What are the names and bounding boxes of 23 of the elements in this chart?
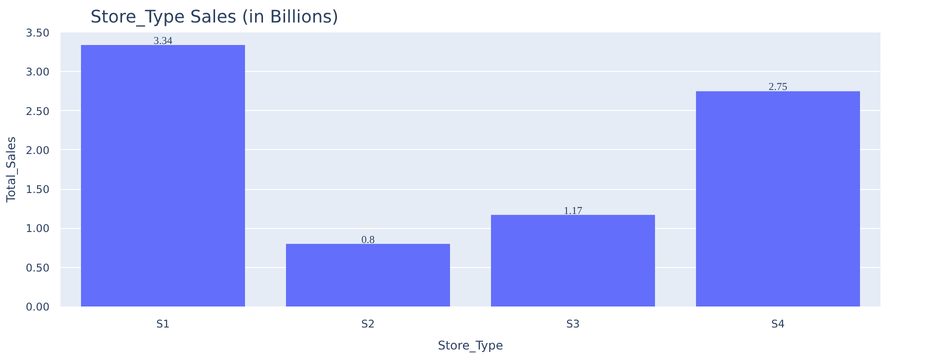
y-tick-label: 3.00 <box>26 66 50 79</box>
data-label: 1.17 <box>564 206 583 217</box>
x-tick-label: S2 <box>361 318 375 330</box>
y-tick-label: 1.50 <box>26 183 50 196</box>
y-tick-label: 2.50 <box>26 104 50 118</box>
data-label: 2.75 <box>768 82 788 94</box>
y-tick-label: 0.00 <box>26 300 50 314</box>
x-tick-label: S1 <box>156 318 170 330</box>
y-tick-label: 3.50 <box>26 26 50 40</box>
bar <box>491 214 655 306</box>
y-tick-label: 1.00 <box>26 222 50 236</box>
y-axis-title: Total_Sales <box>4 136 18 204</box>
y-tick-label: 2.00 <box>26 144 50 157</box>
bar <box>286 244 450 306</box>
data-label: 0.8 <box>361 234 375 246</box>
x-tick-label: S3 <box>566 318 580 330</box>
data-label: 3.34 <box>154 36 173 48</box>
x-axis-title: Store_Type <box>438 338 504 352</box>
x-tick-label: S4 <box>771 318 785 330</box>
chart-title: Store_Type Sales (in Billions) <box>90 8 338 28</box>
bar <box>696 91 860 306</box>
bar <box>81 45 245 306</box>
y-tick-label: 0.50 <box>26 261 50 274</box>
